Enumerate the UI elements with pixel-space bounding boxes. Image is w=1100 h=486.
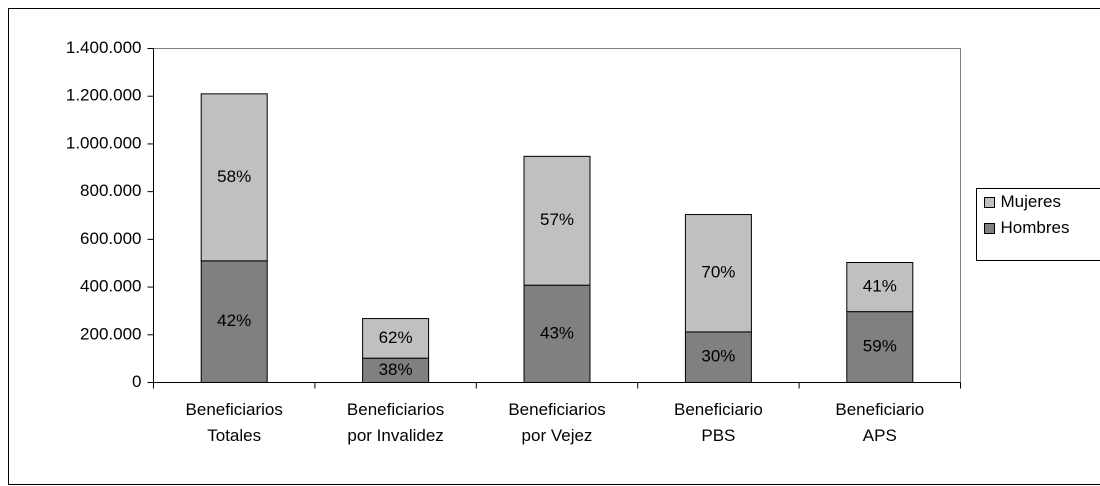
bar-segment [684, 214, 752, 333]
y-tick-label: 1.400.000 [66, 38, 142, 57]
y-tick-label: 200.000 [80, 324, 141, 343]
data-label: 62% [379, 328, 413, 347]
data-label: 38% [379, 360, 413, 379]
data-label: 30% [701, 347, 735, 366]
data-label: 59% [863, 337, 897, 356]
y-tick-label: 0 [132, 372, 141, 391]
data-label: 70% [701, 263, 735, 282]
x-tick-label: por Vejez [522, 426, 593, 445]
bar-segment [846, 261, 914, 313]
legend-label: Hombres [1001, 218, 1070, 237]
legend-swatch [984, 197, 995, 208]
x-tick-label: APS [863, 426, 897, 445]
y-tick-label: 400.000 [80, 277, 141, 296]
y-tick-label: 800.000 [80, 181, 141, 200]
bar-segment [200, 93, 268, 262]
x-tick-label: por Invalidez [347, 426, 443, 445]
bar-segment [684, 331, 752, 383]
bar-segment [200, 260, 268, 384]
legend-swatch [984, 223, 995, 234]
x-tick-label: Beneficiario [674, 400, 763, 419]
bar-segment [362, 318, 430, 359]
x-tick-label: Beneficiarios [508, 400, 605, 419]
x-tick-label: Beneficiarios [186, 400, 283, 419]
data-label: 42% [217, 311, 251, 330]
x-tick-label: Totales [207, 426, 261, 445]
data-label: 43% [540, 323, 574, 342]
legend-label: Mujeres [1001, 192, 1061, 211]
bar-segment [523, 284, 591, 384]
bar-segment [846, 311, 914, 383]
y-tick-label: 600.000 [80, 229, 141, 248]
x-tick-label: PBS [701, 426, 735, 445]
bar-segment [523, 155, 591, 286]
data-label: 58% [217, 167, 251, 186]
data-label: 57% [540, 210, 574, 229]
x-tick-label: Beneficiarios [347, 400, 444, 419]
data-label: 41% [863, 277, 897, 296]
y-tick-label: 1.200.000 [66, 86, 142, 105]
x-tick-label: Beneficiario [835, 400, 924, 419]
bar-segment [362, 357, 430, 383]
legend-box [976, 188, 1100, 261]
y-tick-label: 1.000.000 [66, 133, 142, 152]
